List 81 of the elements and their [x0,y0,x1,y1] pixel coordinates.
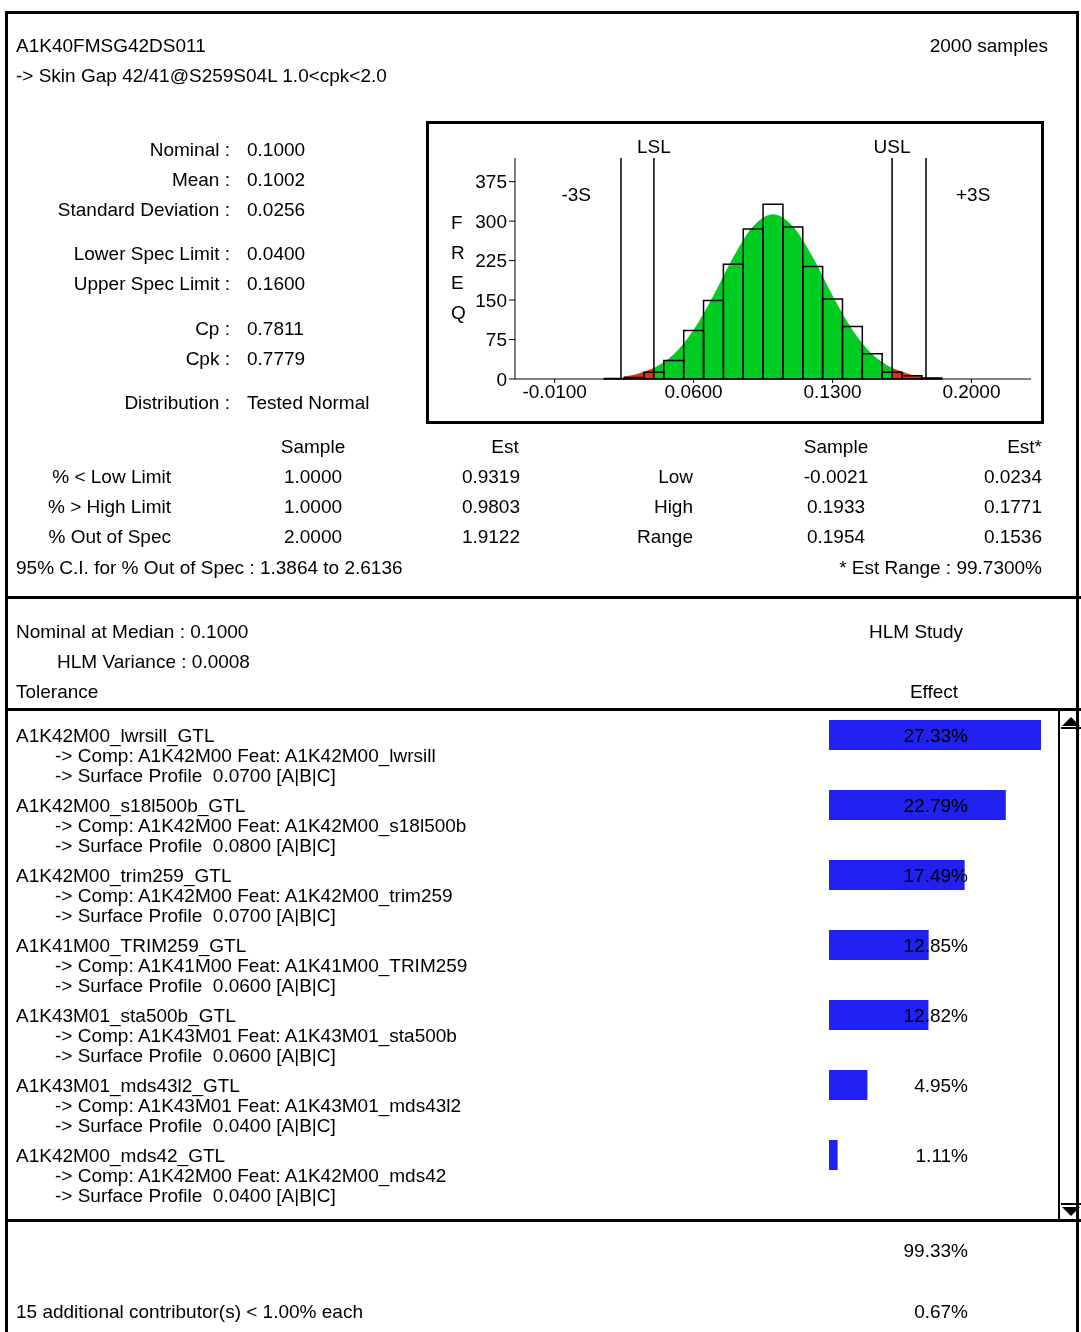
text: 0.1002 [247,169,306,190]
y-tick-label: A1K43M01_mds43l2_GTL -> Comp: A1K43M01 Feat: A1K43M01_mds43l2 -> Surface Profile 0.0400 [A|B|C] [16,1075,462,1136]
x-axis-title: Effect [909,681,959,702]
text: 15 additional contributor(s) < 1.00% each [16,1301,363,1322]
chart-title: HLM Study [869,621,964,642]
text: Tested Normal [247,392,370,413]
text: 0.7779 [247,348,306,369]
y-tick-label: A1K42M00_trim259_GTL -> Comp: A1K42M00 Feat: A1K42M00_trim259 -> Surface Profile 0.0700 [A|B|C] [16,865,453,926]
bar [829,720,1041,750]
data-label: 1.11% [915,1145,969,1166]
text: 0.0400 [247,243,306,264]
y-tick-label: 300 [475,210,507,232]
y-tick-label: A1K43M01_sta500b_GTL -> Comp: A1K43M01 Feat: A1K43M01_sta500b -> Surface Profile 0.0600 [A|B|C] [16,1005,457,1066]
text: High [653,496,693,517]
text: Est [491,436,520,457]
text: Upper Spec Limit : [73,273,230,294]
data-label: 4.95% [914,1075,969,1096]
y-tick-label: 75 [485,329,507,351]
text: Est* [1007,436,1043,457]
text: 2000 samples [929,35,1048,56]
text: % Out of Spec [48,526,171,547]
text: Standard Deviation : [57,199,230,220]
text: Cp : [195,318,230,339]
text: Sample [803,436,869,457]
data-label: 27.33% [903,725,969,746]
text: 0.9319 [461,466,520,487]
text: Sample [280,436,346,457]
x-tick-label: -0.0100 [522,381,587,403]
text: Cpk : [185,348,230,369]
text: * Est Range : 99.7300% [839,557,1043,578]
x-tick-label: 0.2000 [942,381,1001,403]
x-tick-label: 0.0600 [664,381,723,403]
text: -> Skin Gap 42/41@S259S04L 1.0<cpk<2.0 [16,65,387,86]
text: 1.0000 [283,466,343,487]
data-label: 22.79% [903,795,969,816]
text: Mean : [171,169,230,190]
text: 0.1536 [983,526,1042,547]
bar [829,790,1006,820]
x-tick-label: 0.1300 [803,381,862,403]
y-tick-label: 150 [475,289,507,311]
text: 0.7811 [247,318,304,339]
y-axis-title: FREQ [451,211,466,323]
ref-line-label: LSL [637,136,671,157]
y-tick-label: 0 [496,368,507,390]
text: 0.1000 [247,139,306,160]
text: Nominal at Median : 0.1000 [16,621,249,642]
text: % < Low Limit [52,466,172,487]
text: 0.0234 [983,466,1043,487]
y-tick-label: A1K42M00_lwrsill_GTL -> Comp: A1K42M00 Feat: A1K42M00_lwrsill -> Surface Profile 0.0700 [A|B|C] [16,725,436,786]
ref-line-label: +3S [956,184,991,206]
text: A1K40FMSG42DS011 [16,35,206,56]
text: Low [658,466,694,487]
y-tick-label: A1K42M00_mds42_GTL -> Comp: A1K42M00 Feat: A1K42M00_mds42 -> Surface Profile 0.0400 [A|B|C] [16,1145,447,1206]
text: 1.0000 [283,496,343,517]
text: Nominal : [149,139,230,160]
text: 0.1933 [806,496,866,517]
text: Lower Spec Limit : [73,243,230,264]
text: 1.9122 [461,526,520,547]
y-axis-title: Tolerance [16,681,99,702]
text: 0.1954 [806,526,866,547]
bar [829,1070,868,1100]
y-tick-label: A1K41M00_TRIM259_GTL -> Comp: A1K41M00 Feat: A1K41M00_TRIM259 -> Surface Profile 0.0600 [A|B|C] [16,935,468,996]
y-tick-label: A1K42M00_s18l500b_GTL -> Comp: A1K42M00 Feat: A1K42M00_s18l500b -> Surface Profile 0.0800 [A|B|C] [16,795,467,856]
y-tick-label: 375 [475,171,507,193]
text: % > High Limit [47,496,172,517]
text: 0.1771 [983,496,1042,517]
ref-line-label: USL [873,136,911,157]
y-tick-label: 225 [475,250,507,272]
text: 0.1600 [247,273,306,294]
text: 99.33% [903,1240,969,1261]
text: HLM Variance : 0.0008 [57,651,250,672]
text: 95% C.I. for % Out of Spec : 1.3864 to 2.6136 [16,557,403,578]
text: -0.0021 [803,466,869,487]
text: 0.9803 [461,496,520,517]
text: 0.67% [914,1301,969,1322]
ref-line-label: -3S [561,184,591,206]
text: 0.0256 [247,199,306,220]
text: Range [637,526,693,547]
text: Distribution : [124,392,230,413]
bar [829,1140,838,1170]
text: 2.0000 [283,526,343,547]
